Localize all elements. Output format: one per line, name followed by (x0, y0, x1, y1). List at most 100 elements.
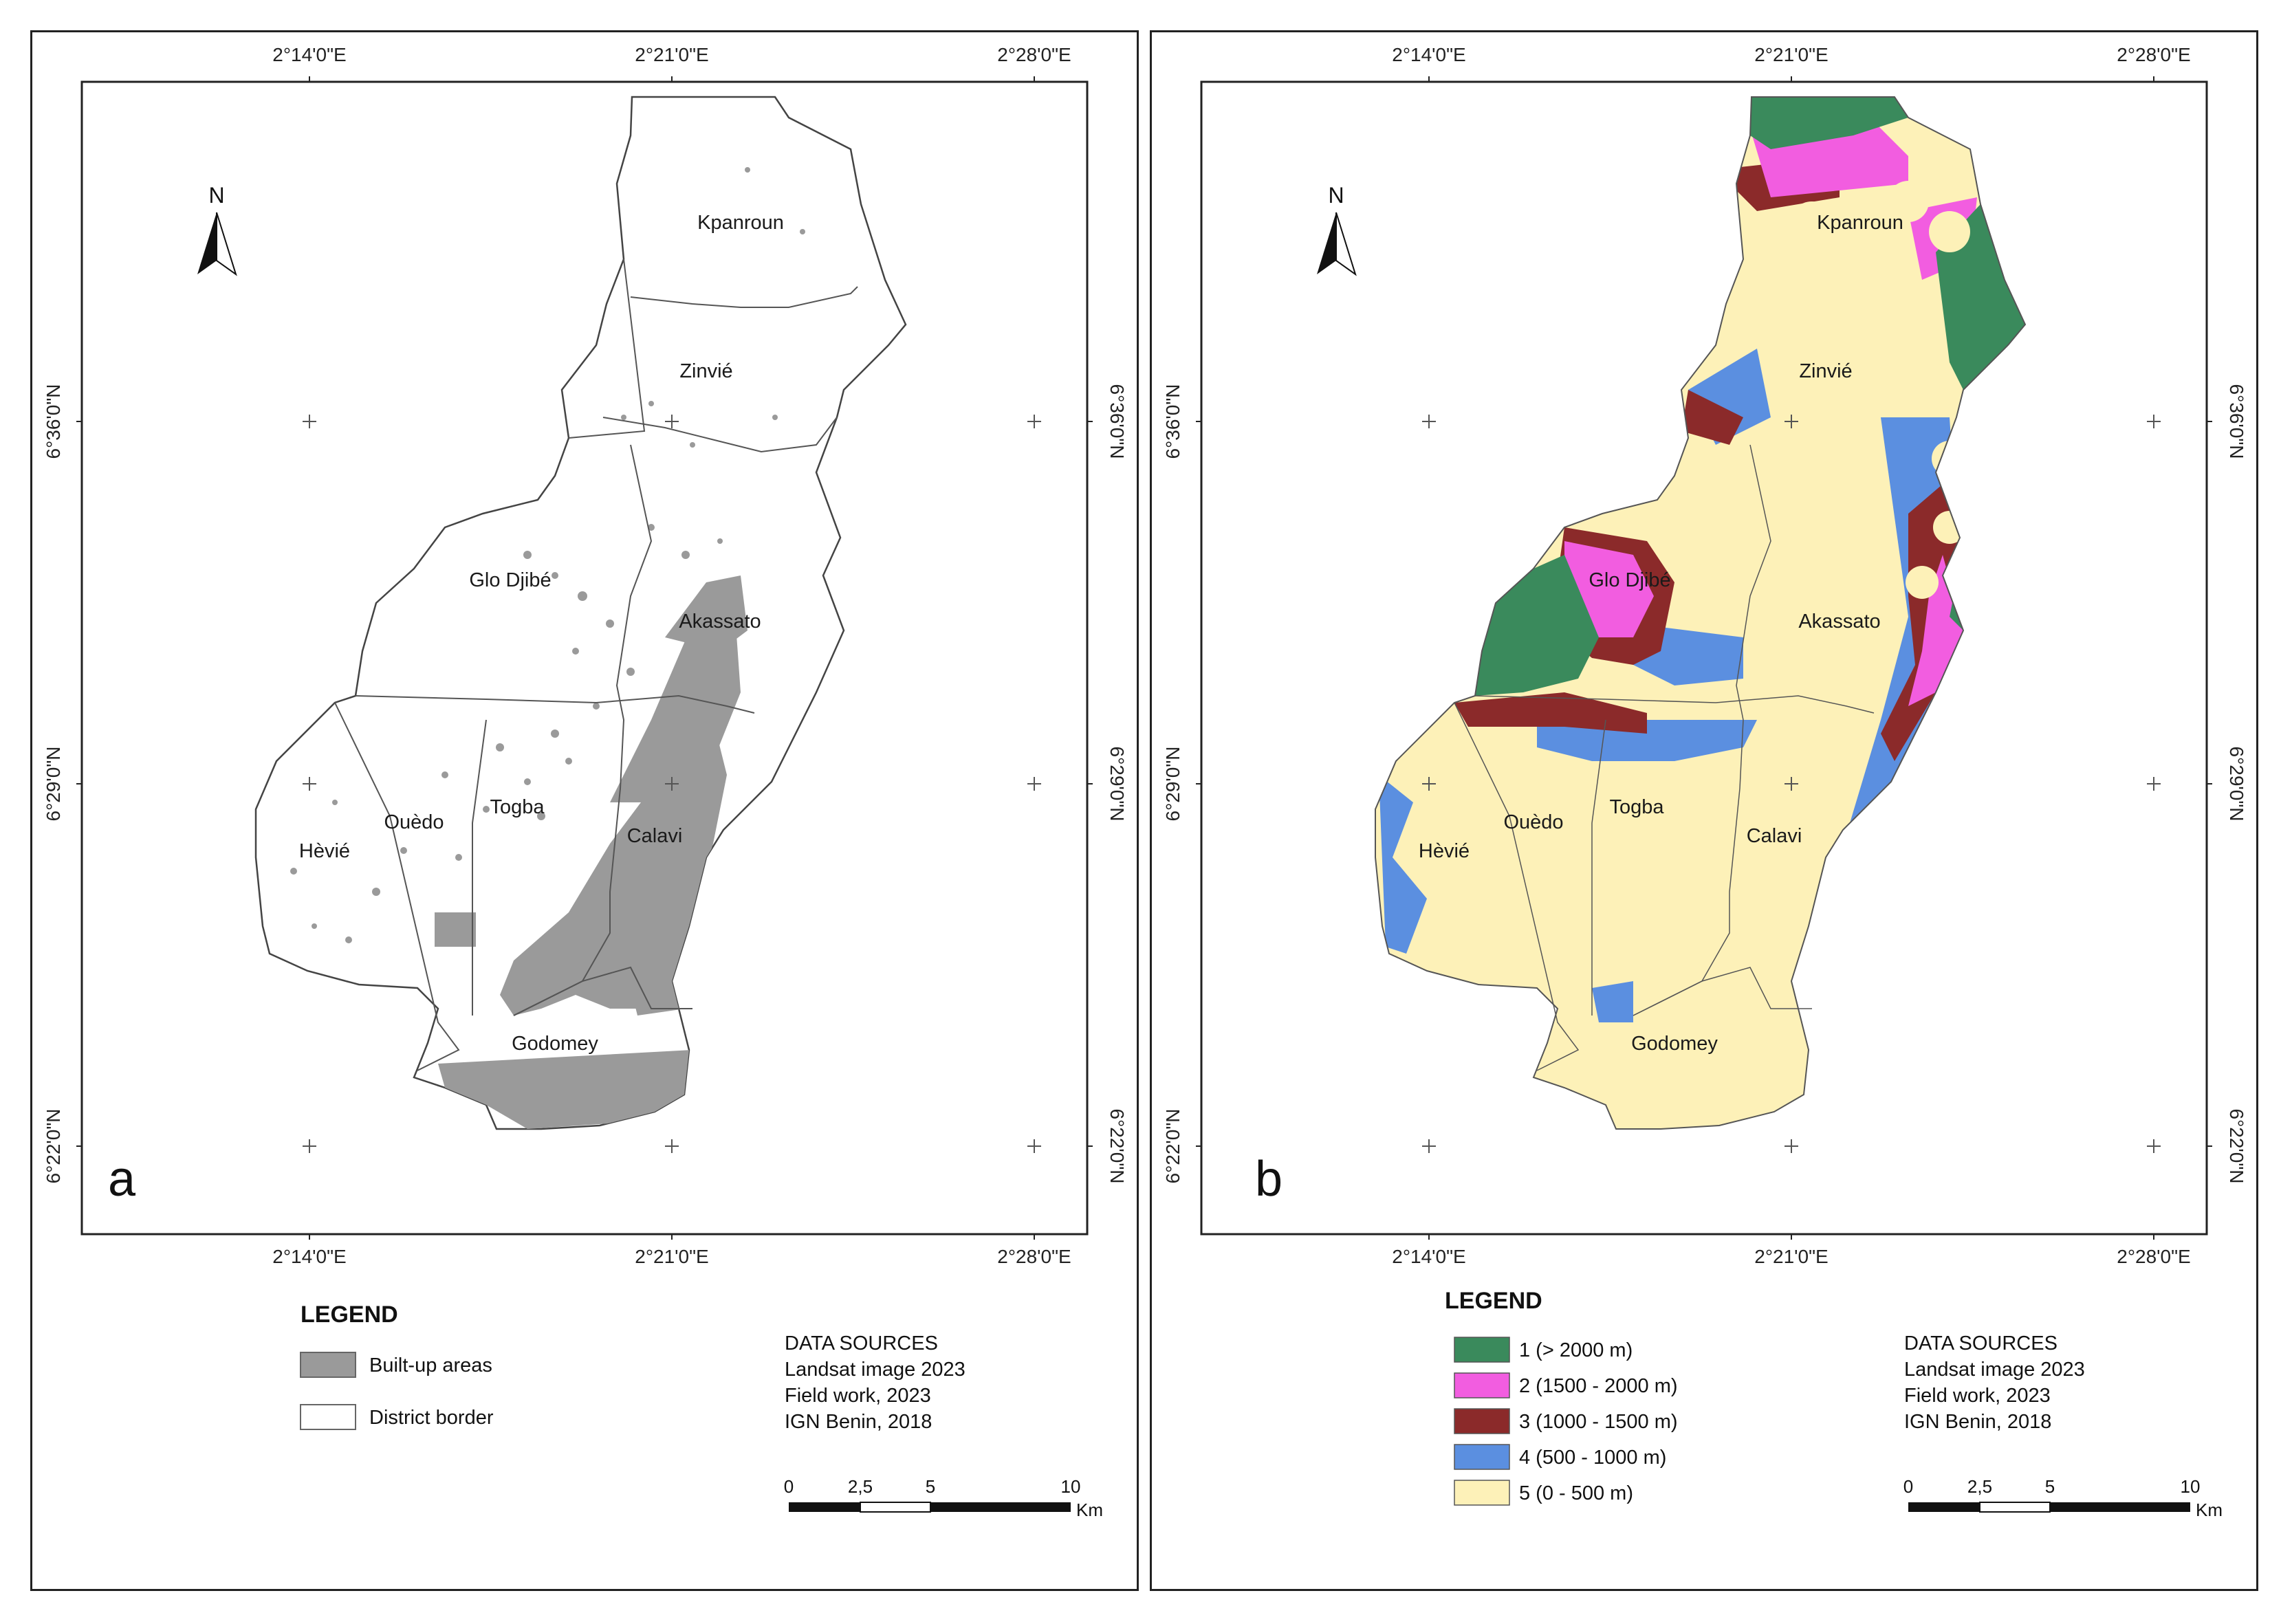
legend-swatch-zone-4 (1454, 1444, 1510, 1470)
district-label-glo-djibe-b: Glo Djibé (1589, 569, 1670, 591)
lat-label-right-2-b: 6°29'0"N (2226, 747, 2247, 822)
legend-label-zone-2: 2 (1500 - 2000 m) (1519, 1375, 1678, 1397)
lon-label-bottom-1: 2°14'0"E (272, 1246, 346, 1267)
lon-label-bottom-2-b: 2°21'0"E (1754, 1246, 1828, 1267)
lat-label-left-2: 6°29'0"N (43, 747, 64, 822)
legend-swatch-zone-1 (1454, 1337, 1510, 1363)
scale-tick-2-5-a: 2,5 (848, 1476, 873, 1497)
district-borders-b (1454, 444, 1875, 1071)
graticule-crosses-a (303, 415, 1041, 1153)
legend-swatch-zone-5 (1454, 1480, 1510, 1506)
lon-label-top-1-b: 2°14'0"E (1392, 44, 1465, 65)
data-source-line-2-b: Field work, 2023 (1904, 1385, 2051, 1407)
scale-tick-0-b: 0 (1903, 1476, 1913, 1497)
legend-title-b: LEGEND (1445, 1288, 1542, 1314)
lat-label-left-3-b: 6°22'0"N (1162, 1109, 1183, 1184)
legend-swatch-zone-3 (1454, 1408, 1510, 1434)
district-label-godomey: Godomey (512, 1033, 598, 1055)
legend-title-a: LEGEND (301, 1302, 398, 1328)
scale-bar-b: 0 2,5 5 10 Km (1903, 1476, 2223, 1520)
legend-a: LEGEND Built-up areas District border (300, 1302, 494, 1430)
district-label-calavi: Calavi (627, 825, 683, 847)
lat-label-left-2-b: 6°29'0"N (1162, 747, 1183, 822)
lat-label-right-3: 6°22'0"N (1106, 1109, 1128, 1184)
district-label-togba-b: Togba (1609, 796, 1664, 818)
district-borders-a (334, 259, 858, 1071)
lon-label-top-3: 2°28'0"E (997, 44, 1071, 65)
lon-label-bottom-1-b: 2°14'0"E (1392, 1246, 1465, 1267)
lat-label-left-1-b: 6°36'0"N (1162, 384, 1183, 459)
legend-label-zone-3: 3 (1000 - 1500 m) (1519, 1411, 1678, 1433)
scale-tick-10-a: 10 (1061, 1476, 1081, 1497)
frame-ticks-a (76, 76, 1093, 1240)
data-sources-a: DATA SOURCES Landsat image 2023 Field wo… (785, 1332, 965, 1433)
north-arrow-icon: N (197, 183, 237, 276)
panel-letter-a: a (108, 1152, 136, 1207)
panel-letter-b: b (1255, 1152, 1283, 1207)
district-label-kpanroun-b: Kpanroun (1817, 212, 1903, 234)
district-label-glo-djibe: Glo Djibé (469, 569, 551, 591)
map-b-svg: 2°14'0"E 2°21'0"E 2°28'0"E 2°14'0"E 2°21… (1162, 44, 2247, 1520)
scale-tick-0-a: 0 (784, 1476, 794, 1497)
data-sources-title-a: DATA SOURCES (785, 1332, 938, 1354)
district-label-godomey-b: Godomey (1631, 1033, 1718, 1055)
legend-swatch-built-up (300, 1352, 356, 1378)
lat-label-left-1: 6°36'0"N (43, 384, 64, 459)
lon-label-bottom-3-b: 2°28'0"E (2117, 1246, 2190, 1267)
map-panel-b: 2°14'0"E 2°21'0"E 2°28'0"E 2°14'0"E 2°21… (1150, 30, 2258, 1591)
data-sources-b: DATA SOURCES Landsat image 2023 Field wo… (1904, 1332, 2085, 1433)
north-label-b: N (1328, 183, 1344, 208)
frame-ticks-b (1196, 76, 2212, 1240)
lon-label-top-2: 2°21'0"E (635, 44, 708, 65)
district-label-kpanroun: Kpanroun (697, 212, 784, 234)
data-source-line-1-a: Landsat image 2023 (785, 1359, 965, 1381)
scale-tick-10-b: 10 (2181, 1476, 2201, 1497)
built-up-areas (290, 167, 805, 1129)
scale-tick-5-b: 5 (2045, 1476, 2055, 1497)
scale-tick-5-a: 5 (926, 1476, 935, 1497)
legend-swatch-zone-2 (1454, 1372, 1510, 1398)
data-source-line-3-a: IGN Benin, 2018 (785, 1411, 932, 1433)
scale-bar-a: 0 2,5 5 10 Km (784, 1476, 1103, 1520)
map-a-svg: 2°14'0"E 2°21'0"E 2°28'0"E 2°14'0"E 2°21… (43, 44, 1128, 1520)
lon-label-top-2-b: 2°21'0"E (1754, 44, 1828, 65)
scale-tick-2-5-b: 2,5 (1967, 1476, 1992, 1497)
data-source-line-2-a: Field work, 2023 (785, 1385, 931, 1407)
district-label-akassato: Akassato (679, 611, 761, 633)
data-source-line-3-b: IGN Benin, 2018 (1904, 1411, 2051, 1433)
legend-b: LEGEND 1 (> 2000 m) 2 (1500 - 2000 m) 3 … (1445, 1288, 1678, 1506)
lat-label-right-1: 6°36'0"N (1106, 384, 1128, 459)
district-label-ouedo: Ouèdo (384, 811, 444, 833)
data-source-line-1-b: Landsat image 2023 (1904, 1359, 2085, 1381)
scale-unit-b: Km (2196, 1500, 2223, 1520)
lat-label-left-3: 6°22'0"N (43, 1109, 64, 1184)
district-label-togba: Togba (490, 796, 545, 818)
legend-label-district-border: District border (369, 1407, 494, 1429)
legend-label-zone-1: 1 (> 2000 m) (1519, 1339, 1633, 1361)
legend-label-zone-4: 4 (500 - 1000 m) (1519, 1447, 1666, 1469)
district-label-calavi-b: Calavi (1747, 825, 1802, 847)
north-arrow-icon: N (1317, 183, 1357, 276)
lon-label-top-3-b: 2°28'0"E (2117, 44, 2190, 65)
district-label-zinvie-b: Zinvié (1799, 360, 1852, 382)
district-label-hevie: Hèvié (299, 840, 350, 862)
lat-label-right-2: 6°29'0"N (1106, 747, 1128, 822)
lat-label-right-3-b: 6°22'0"N (2226, 1109, 2247, 1184)
district-label-akassato-b: Akassato (1798, 611, 1880, 633)
graticule-crosses-b (1422, 415, 2161, 1153)
study-area-outline-b (1375, 96, 2027, 1130)
north-label: N (208, 183, 224, 208)
legend-label-built-up: Built-up areas (369, 1354, 492, 1376)
scale-unit-a: Km (1076, 1500, 1103, 1520)
district-label-zinvie: Zinvié (679, 360, 732, 382)
district-label-hevie-b: Hèvié (1419, 840, 1470, 862)
legend-label-zone-5: 5 (0 - 500 m) (1519, 1482, 1633, 1504)
lon-label-bottom-2: 2°21'0"E (635, 1246, 708, 1267)
legend-swatch-district-border (300, 1404, 356, 1430)
lat-label-right-1-b: 6°36'0"N (2226, 384, 2247, 459)
district-label-ouedo-b: Ouèdo (1503, 811, 1563, 833)
map-panel-a: 2°14'0"E 2°21'0"E 2°28'0"E 2°14'0"E 2°21… (30, 30, 1139, 1591)
data-sources-title-b: DATA SOURCES (1904, 1332, 2058, 1354)
lon-label-bottom-3: 2°28'0"E (997, 1246, 1071, 1267)
lon-label-top-1: 2°14'0"E (272, 44, 346, 65)
